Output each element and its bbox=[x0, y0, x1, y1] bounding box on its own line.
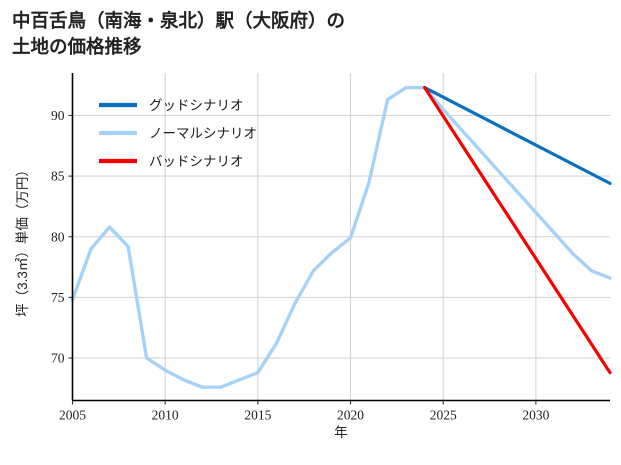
x-tick-label: 2030 bbox=[522, 408, 549, 423]
x-tick-labels: 2005 2010 2015 2020 2025 2030 bbox=[59, 400, 550, 423]
x-tick-label: 2020 bbox=[337, 408, 364, 423]
y-tick-label: 90 bbox=[51, 108, 65, 123]
series-line-ノーマルシナリオ bbox=[70, 85, 612, 389]
x-tick-label: 2025 bbox=[430, 408, 457, 423]
y-tick-label: 85 bbox=[51, 169, 65, 184]
page-title: 中百舌鳥（南海・泉北）駅（大阪府）の 土地の価格推移 bbox=[12, 10, 346, 58]
legend-item: バッドシナリオ bbox=[99, 154, 244, 169]
legend-item: グッドシナリオ bbox=[99, 98, 244, 113]
series-line-バッドシナリオ bbox=[423, 85, 612, 375]
legend-item: ノーマルシナリオ bbox=[99, 126, 257, 141]
y-tick-label: 75 bbox=[51, 290, 65, 305]
y-axis-title: 坪（3.3㎡）単価（万円） bbox=[15, 163, 30, 317]
legend-label: グッドシナリオ bbox=[149, 98, 244, 113]
y-tick-labels: 70 75 80 85 90 bbox=[51, 108, 73, 366]
series-layer bbox=[70, 85, 612, 389]
x-tick-label: 2015 bbox=[244, 408, 271, 423]
series-line-グッドシナリオ bbox=[423, 85, 612, 185]
x-tick-label: 2005 bbox=[59, 408, 86, 423]
legend-label: バッドシナリオ bbox=[149, 154, 244, 169]
x-tick-label: 2010 bbox=[152, 408, 179, 423]
y-tick-label: 80 bbox=[51, 229, 65, 244]
legend-label: ノーマルシナリオ bbox=[149, 126, 257, 141]
y-tick-label: 70 bbox=[51, 351, 65, 366]
gridlines bbox=[72, 114, 610, 359]
x-axis-title: 年 bbox=[334, 425, 348, 440]
